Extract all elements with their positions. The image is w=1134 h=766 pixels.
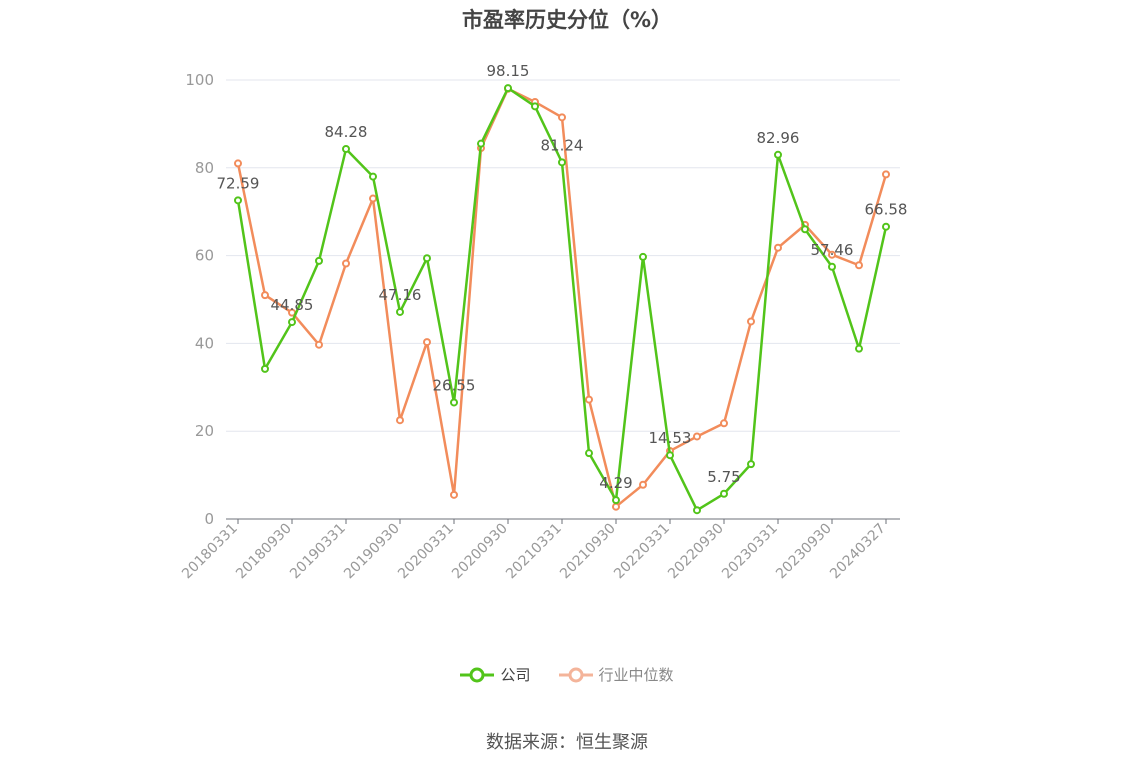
data-point-industry xyxy=(369,194,377,203)
data-point-industry xyxy=(234,159,242,168)
chart-legend: 公司 行业中位数 xyxy=(0,664,1134,685)
data-label: 57.46 xyxy=(811,241,854,259)
data-point-industry xyxy=(612,502,620,511)
data-label: 5.75 xyxy=(707,468,740,486)
data-point-industry xyxy=(882,170,890,179)
data-point-company xyxy=(531,102,539,111)
data-point-company xyxy=(423,254,431,263)
x-tick-label: 20220331 xyxy=(611,521,673,583)
x-tick-label: 20200930 xyxy=(449,521,511,583)
data-point-industry xyxy=(639,480,647,489)
legend-line-circle-icon xyxy=(558,667,593,682)
data-point-company xyxy=(774,150,782,159)
data-point-company xyxy=(801,225,809,234)
legend-label-industry: 行业中位数 xyxy=(598,666,674,684)
data-point-industry xyxy=(828,250,836,259)
data-point-company xyxy=(882,222,890,231)
data-point-company xyxy=(342,145,350,154)
data-label: 47.16 xyxy=(379,286,422,304)
data-point-company xyxy=(504,84,512,93)
data-point-industry xyxy=(855,261,863,270)
x-tick-label: 20240327 xyxy=(827,521,889,583)
data-point-company xyxy=(288,318,296,327)
data-label: 98.15 xyxy=(487,62,530,80)
legend-item-industry[interactable]: 行业中位数 xyxy=(558,664,674,685)
data-label: 81.24 xyxy=(541,136,584,154)
data-point-company xyxy=(639,252,647,261)
data-point-company xyxy=(747,460,755,469)
data-point-company xyxy=(450,398,458,407)
x-tick-label: 20190930 xyxy=(341,521,403,583)
data-point-company xyxy=(396,307,404,316)
x-tick-label: 20190331 xyxy=(287,521,349,583)
x-tick-label: 20230930 xyxy=(773,521,835,583)
data-label: 66.58 xyxy=(865,201,908,219)
data-point-company xyxy=(558,158,566,167)
data-point-company xyxy=(369,172,377,181)
legend-line-circle-icon xyxy=(460,667,495,682)
data-point-company xyxy=(234,196,242,205)
data-point-industry xyxy=(720,419,728,428)
x-tick-label: 20210331 xyxy=(503,521,565,583)
data-point-company xyxy=(612,496,620,505)
data-point-company xyxy=(720,489,728,498)
data-label: 14.53 xyxy=(649,429,692,447)
data-point-company xyxy=(855,344,863,353)
data-point-industry xyxy=(342,259,350,268)
data-point-industry xyxy=(693,432,701,441)
x-tick-label: 20180930 xyxy=(233,521,295,583)
legend-label-company: 公司 xyxy=(500,666,531,684)
data-point-company xyxy=(828,262,836,271)
data-point-company xyxy=(315,256,323,265)
data-source: 数据来源：恒生聚源 xyxy=(486,732,648,753)
data-point-industry xyxy=(315,340,323,349)
y-tick-label: 80 xyxy=(195,159,214,177)
data-label: 84.28 xyxy=(325,123,368,141)
y-tick-label: 20 xyxy=(195,422,214,440)
y-tick-label: 60 xyxy=(195,247,214,265)
data-point-industry xyxy=(585,395,593,404)
x-tick-label: 20180331 xyxy=(179,521,241,583)
y-tick-label: 0 xyxy=(204,510,214,528)
chart-title: 市盈率历史分位（%） xyxy=(461,8,673,32)
data-point-company xyxy=(693,506,701,515)
x-tick-label: 20200331 xyxy=(395,521,457,583)
x-tick-label: 20220930 xyxy=(665,521,727,583)
data-point-industry xyxy=(423,338,431,347)
data-point-company xyxy=(477,139,485,148)
data-point-company xyxy=(666,451,674,460)
y-tick-label: 40 xyxy=(195,334,214,352)
y-tick-label: 100 xyxy=(185,71,214,89)
data-point-industry xyxy=(396,416,404,425)
legend-item-company[interactable]: 公司 xyxy=(460,664,531,685)
data-label: 26.55 xyxy=(433,376,476,394)
data-point-company xyxy=(585,449,593,458)
data-point-industry xyxy=(747,317,755,326)
data-label: 4.29 xyxy=(599,474,632,492)
data-point-company xyxy=(261,364,269,373)
x-tick-label: 20230331 xyxy=(719,521,781,583)
x-tick-label: 20210930 xyxy=(557,521,619,583)
data-label: 82.96 xyxy=(757,129,800,147)
data-label: 72.59 xyxy=(217,174,260,192)
data-point-industry xyxy=(558,113,566,122)
data-point-industry xyxy=(774,243,782,252)
data-point-industry xyxy=(450,490,458,499)
data-label: 44.85 xyxy=(271,296,314,314)
data-point-industry xyxy=(261,291,269,300)
